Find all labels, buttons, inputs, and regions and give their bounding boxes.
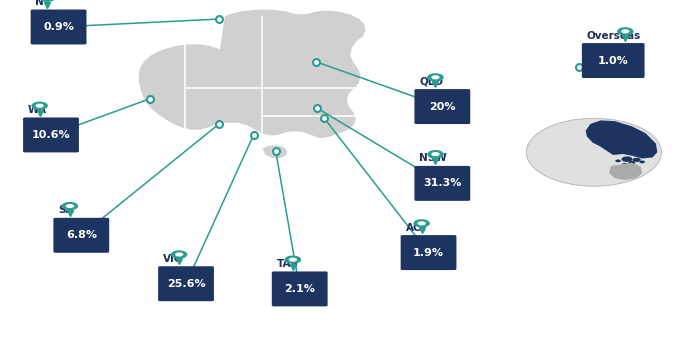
Text: 20%: 20% <box>429 102 455 111</box>
FancyBboxPatch shape <box>31 9 87 44</box>
Circle shape <box>628 161 635 164</box>
Polygon shape <box>609 163 642 180</box>
Circle shape <box>431 75 440 80</box>
Text: NSW: NSW <box>419 154 447 164</box>
Circle shape <box>622 163 628 166</box>
FancyBboxPatch shape <box>401 235 456 270</box>
Circle shape <box>633 158 641 162</box>
FancyBboxPatch shape <box>23 118 79 153</box>
Circle shape <box>175 253 183 256</box>
Circle shape <box>39 0 55 2</box>
Circle shape <box>427 150 444 158</box>
Text: 10.6%: 10.6% <box>32 130 70 140</box>
Text: ACT: ACT <box>405 223 429 233</box>
Text: 25.6%: 25.6% <box>167 279 205 289</box>
Circle shape <box>36 104 44 108</box>
FancyBboxPatch shape <box>53 218 109 253</box>
Text: 31.3%: 31.3% <box>423 179 462 188</box>
Circle shape <box>431 152 440 156</box>
Text: Overseas: Overseas <box>586 31 641 41</box>
Circle shape <box>621 156 633 162</box>
Text: 1.9%: 1.9% <box>413 248 444 257</box>
Polygon shape <box>262 145 288 159</box>
FancyBboxPatch shape <box>582 43 644 78</box>
Text: QLD: QLD <box>419 77 443 87</box>
FancyBboxPatch shape <box>158 266 214 301</box>
Circle shape <box>289 257 297 262</box>
Text: 1.0%: 1.0% <box>598 56 628 65</box>
FancyBboxPatch shape <box>271 271 328 307</box>
Polygon shape <box>138 9 367 139</box>
Polygon shape <box>586 120 657 158</box>
Text: TAS: TAS <box>276 259 298 269</box>
Text: 0.9%: 0.9% <box>43 22 74 32</box>
Text: 6.8%: 6.8% <box>66 230 96 240</box>
FancyBboxPatch shape <box>415 166 470 201</box>
Circle shape <box>285 255 301 264</box>
Circle shape <box>615 160 621 162</box>
Circle shape <box>427 73 444 82</box>
Text: WA: WA <box>28 105 47 115</box>
Circle shape <box>621 29 630 34</box>
Circle shape <box>418 221 426 226</box>
Circle shape <box>526 118 661 186</box>
Circle shape <box>413 219 430 228</box>
Circle shape <box>65 204 74 208</box>
Text: NT: NT <box>36 0 52 7</box>
Circle shape <box>639 161 645 163</box>
Circle shape <box>171 250 187 258</box>
FancyBboxPatch shape <box>415 89 470 124</box>
Circle shape <box>32 102 48 110</box>
Circle shape <box>617 27 634 35</box>
Text: SA: SA <box>58 206 74 215</box>
Text: VIC: VIC <box>163 254 183 264</box>
Text: 2.1%: 2.1% <box>285 284 315 294</box>
Circle shape <box>61 202 78 210</box>
